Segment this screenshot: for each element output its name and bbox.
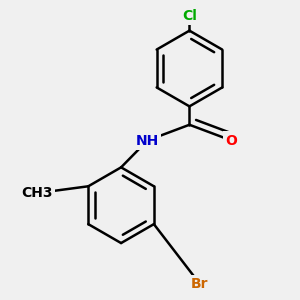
- Text: Cl: Cl: [182, 9, 197, 23]
- Text: CH3: CH3: [21, 186, 53, 200]
- Text: Br: Br: [191, 277, 209, 291]
- Text: NH: NH: [136, 134, 159, 148]
- Text: O: O: [226, 134, 237, 148]
